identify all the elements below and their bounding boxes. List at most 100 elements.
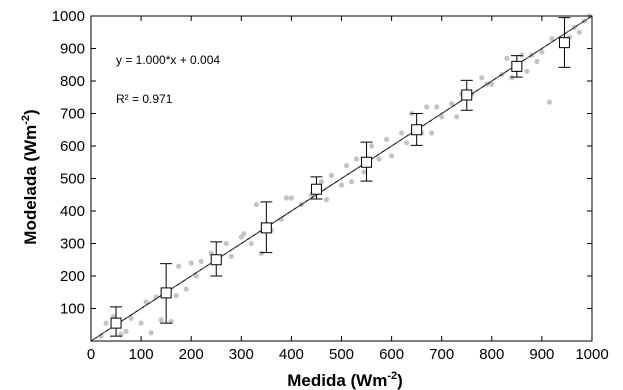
mean-marker — [260, 222, 272, 234]
scatter-point — [399, 130, 405, 136]
scatter-point — [338, 182, 345, 188]
fit-lines — [90, 15, 593, 342]
scatter-point — [148, 330, 154, 336]
y-tick-label: 600 — [60, 138, 85, 155]
mean-marker — [511, 60, 523, 72]
y-tick-label: 400 — [60, 203, 85, 220]
scatter-point — [173, 292, 179, 299]
scatter-point — [103, 320, 109, 326]
x-axis-label-close: ) — [397, 371, 403, 390]
scatter-point — [549, 36, 555, 42]
scatter-point — [228, 253, 234, 260]
scatter-point — [439, 114, 445, 120]
scatter-point — [158, 317, 164, 323]
scatter-point — [524, 68, 530, 74]
scatter-point — [449, 101, 455, 107]
scatter-point — [258, 250, 264, 256]
mean-marker — [210, 254, 222, 266]
scatter-point — [248, 240, 254, 247]
mean-marker — [461, 89, 473, 101]
x-tick-label: 700 — [429, 346, 454, 363]
scatter-point — [429, 130, 435, 136]
x-axis-label-superscript: -2 — [387, 370, 397, 382]
scatter-point — [368, 143, 375, 149]
y-tick-label: 900 — [60, 41, 85, 58]
scatter-point — [454, 114, 460, 120]
scatter-point — [404, 140, 410, 146]
y-tick-label: 700 — [60, 106, 85, 123]
mean-marker — [160, 287, 172, 299]
scatter-point — [328, 172, 335, 178]
scatter-point — [479, 75, 485, 81]
regression-line — [90, 15, 593, 342]
scatter-point — [223, 240, 229, 247]
y-tick-label: 800 — [60, 73, 85, 90]
y-tick-label: 1000 — [52, 8, 85, 25]
scatter-point — [193, 273, 199, 279]
scatter-points — [98, 13, 593, 339]
mean-marker — [411, 124, 423, 136]
y-axis-label: Modelada (Wm-2) — [20, 109, 40, 244]
scatter-point — [343, 162, 350, 169]
x-tick-label: 0 — [87, 346, 95, 363]
scatter-point — [323, 197, 330, 203]
scatter-point — [534, 58, 540, 65]
x-tick-label: 400 — [279, 346, 304, 363]
x-axis-label: Medida (Wm-2) — [287, 370, 403, 390]
x-axis-ticks: 0 100 200 300 400 500 600 700 800 900 1000 — [87, 16, 609, 363]
scatter-point — [188, 260, 194, 266]
scatter-point — [128, 315, 134, 321]
y-axis-label-superscript: -2 — [20, 115, 32, 125]
scatter-point — [123, 328, 129, 334]
scatter-point — [546, 99, 553, 105]
scatter-point — [424, 104, 430, 110]
scatter-point — [353, 156, 360, 162]
scatter-point — [253, 201, 259, 208]
scatter-point — [509, 75, 515, 81]
x-tick-label: 900 — [529, 346, 554, 363]
scatter-point — [489, 81, 495, 87]
scatter-point — [519, 52, 525, 58]
mean-marker — [361, 156, 373, 168]
scatter-point — [288, 195, 294, 201]
x-tick-label: 800 — [479, 346, 504, 363]
scatter-point — [348, 179, 355, 185]
scatter-point — [576, 29, 583, 35]
scatter-point — [361, 169, 367, 175]
x-tick-label: 600 — [379, 346, 404, 363]
y-axis-label-text: Modelada (Wm — [21, 125, 40, 245]
scatter-point — [539, 49, 545, 55]
mean-marker — [110, 317, 122, 329]
mean-marker — [558, 37, 570, 49]
scatter-point — [389, 153, 395, 159]
binned-means — [110, 17, 571, 337]
y-tick-label: 200 — [60, 268, 85, 285]
x-tick-label: 100 — [129, 346, 154, 363]
y-tick-label: 100 — [60, 301, 85, 318]
scatter-point — [241, 231, 247, 237]
scatter-point — [138, 320, 144, 326]
x-tick-label: 500 — [329, 346, 354, 363]
y-tick-label: 500 — [60, 171, 85, 188]
x-tick-label: 1000 — [575, 346, 608, 363]
scatter-point — [376, 156, 382, 162]
x-tick-label: 300 — [229, 346, 254, 363]
scatter-point — [283, 195, 289, 201]
x-axis-label-text: Medida (Wm — [287, 371, 387, 390]
scatter-point — [383, 136, 390, 143]
scatter-point — [434, 104, 440, 110]
scatter-point — [176, 263, 182, 269]
mean-marker — [310, 183, 322, 195]
equation-annotation: y = 1.000*x + 0.004 — [116, 53, 220, 67]
scatter-point — [504, 55, 510, 61]
y-axis-ticks: 100 200 300 400 500 600 700 800 900 1000 — [52, 8, 592, 318]
scatter-point — [143, 299, 149, 305]
r-squared-annotation: R² = 0.971 — [116, 92, 173, 106]
x-tick-label: 200 — [179, 346, 204, 363]
scatter-point — [198, 258, 204, 264]
y-axis-label-close: ) — [21, 109, 40, 115]
scatter-point — [183, 286, 189, 292]
scatter-point — [318, 179, 325, 185]
y-tick-label: 300 — [60, 236, 85, 253]
